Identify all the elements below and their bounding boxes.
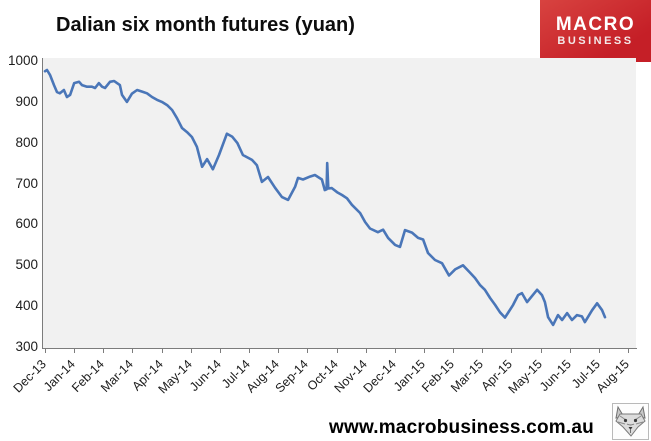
x-axis-tick <box>598 349 600 353</box>
x-axis-tick <box>423 349 425 353</box>
y-axis-tick-label: 500 <box>15 257 38 273</box>
x-axis-tick <box>307 349 309 353</box>
x-axis-tick <box>569 349 571 353</box>
price-line-chart <box>43 68 607 327</box>
x-axis-tick <box>540 349 542 353</box>
x-axis-tick <box>453 349 455 353</box>
x-axis-tick <box>394 349 396 353</box>
x-axis-tick <box>132 349 134 353</box>
x-axis-line <box>42 348 637 349</box>
macrobusiness-logo: MACRO BUSINESS <box>540 0 651 62</box>
x-axis-tick <box>482 349 484 353</box>
y-axis-tick-label: 600 <box>15 216 38 232</box>
logo-text-macro: MACRO <box>555 14 636 35</box>
y-axis-tick-label: 700 <box>15 175 38 191</box>
x-axis-tick <box>278 349 280 353</box>
price-line <box>43 68 607 327</box>
y-axis-tick-label: 300 <box>15 339 38 354</box>
x-axis-tick <box>365 349 367 353</box>
x-axis-tick <box>74 349 76 353</box>
x-axis-tick <box>45 349 46 353</box>
plot-area <box>42 58 636 348</box>
y-axis-tick-label: 1000 <box>7 53 38 68</box>
y-axis-line <box>42 58 43 348</box>
wolf-logo-icon <box>612 403 649 440</box>
y-axis-tick-label: 400 <box>15 298 38 314</box>
logo-text-business: BUSINESS <box>557 35 634 47</box>
chart-title: Dalian six month futures (yuan) <box>56 14 355 36</box>
x-axis-tick <box>628 349 629 353</box>
x-axis-tick <box>336 349 338 353</box>
footer-url: www.macrobusiness.com.au <box>329 417 594 438</box>
wolf-head-drawing <box>615 405 646 437</box>
x-axis-tick <box>103 349 105 353</box>
x-axis-tick <box>511 349 513 353</box>
x-axis-tick <box>249 349 251 353</box>
x-axis-tick <box>219 349 221 353</box>
x-axis-tick <box>161 349 163 353</box>
y-axis-tick-label: 900 <box>15 93 38 109</box>
x-axis-tick <box>190 349 192 353</box>
y-axis-tick-label: 800 <box>15 134 38 150</box>
